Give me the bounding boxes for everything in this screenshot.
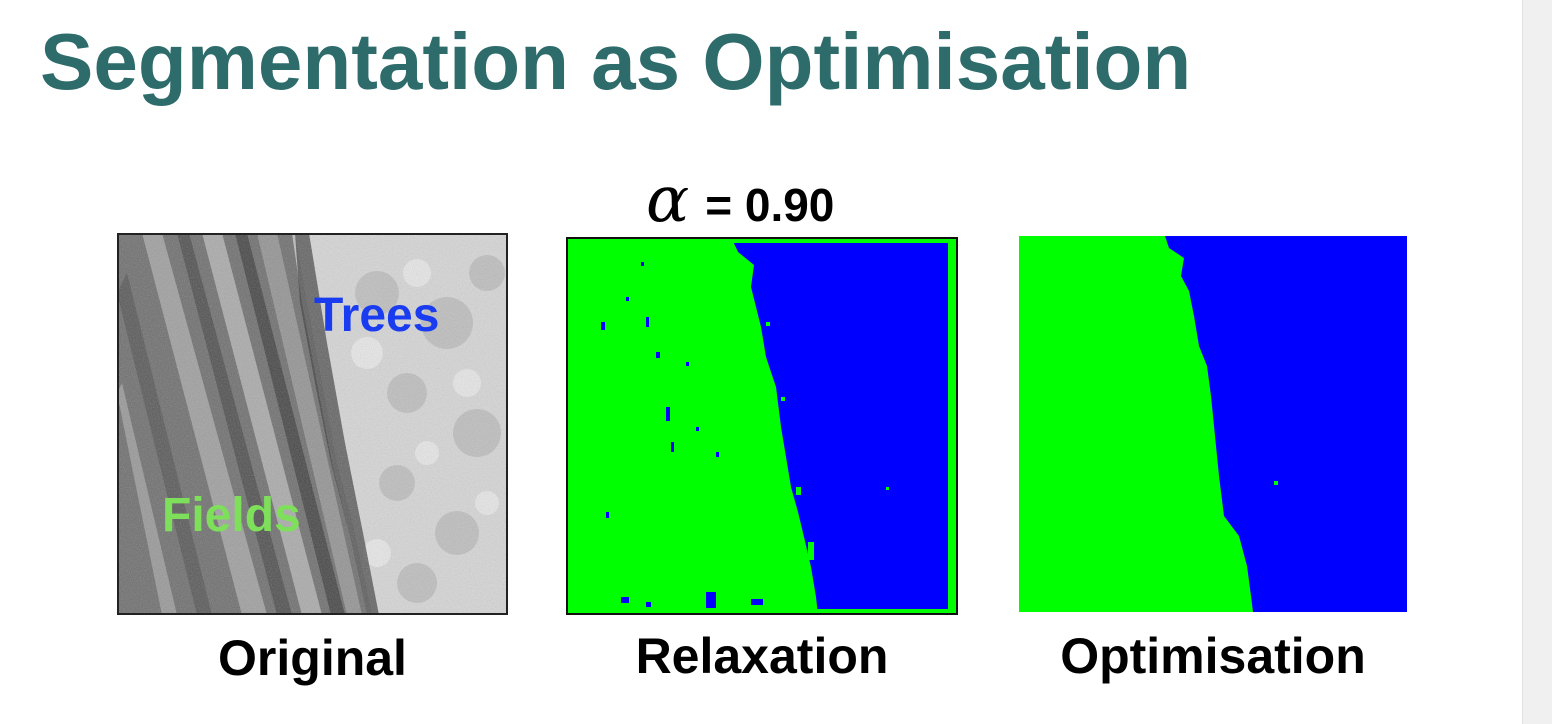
original-image [117,233,508,615]
page-title: Segmentation as Optimisation [40,17,1192,106]
optimisation-result [1019,236,1407,612]
fields-label: Fields [162,489,301,542]
caption-optimisation: Optimisation [1060,628,1366,684]
alpha-parameter: α = 0.90 [646,160,834,240]
caption-relaxation: Relaxation [635,628,889,684]
alpha-symbol: α [646,163,690,237]
relaxation-result [566,237,958,615]
trees-label: Trees [314,289,440,342]
vertical-scrollbar[interactable] [1522,0,1552,724]
caption-original: Original [218,630,407,686]
alpha-value: = 0.90 [705,179,835,231]
